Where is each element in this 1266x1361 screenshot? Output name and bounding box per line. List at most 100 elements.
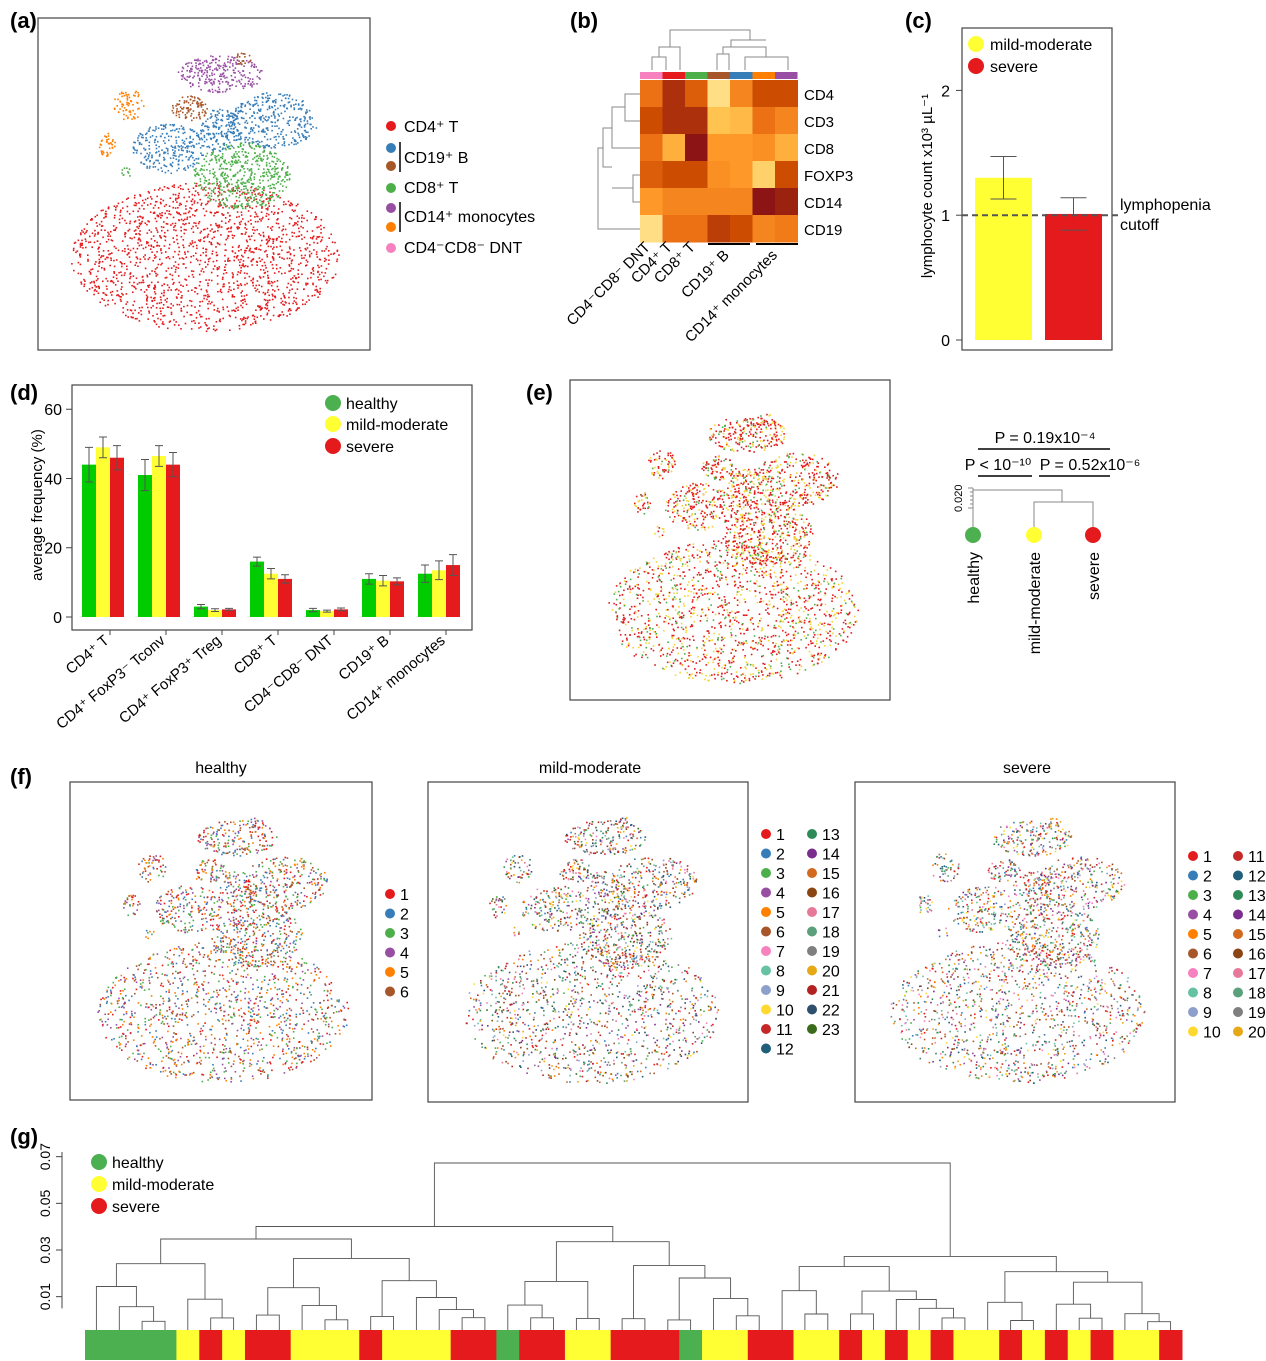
ylabel-c: lymphocyte count x10³ µL⁻¹ (919, 94, 936, 278)
tsne-point (148, 244, 150, 247)
tsne-point (674, 609, 677, 611)
tsne-point (760, 563, 762, 565)
tsne-point (138, 237, 140, 239)
tsne-point (654, 664, 656, 666)
tsne-point (688, 555, 690, 557)
tsne-point (293, 249, 295, 251)
tsne-point (172, 107, 175, 109)
tsne-point (207, 260, 210, 263)
tsne-point (705, 587, 708, 590)
tsne-point (248, 192, 250, 194)
tsne-point (796, 647, 799, 649)
tsne-point (302, 227, 304, 229)
tsne-point (162, 140, 165, 142)
tsne-point (272, 101, 274, 103)
tsne-point (247, 83, 249, 85)
tsne-point (137, 116, 139, 118)
tsne-point (256, 155, 258, 158)
tsne-point (702, 544, 705, 546)
tsne-point (782, 575, 784, 577)
tsne-point (812, 582, 814, 585)
tsne-frame-e (569, 379, 891, 701)
tsne-point (219, 202, 221, 204)
tsne-point (776, 549, 778, 551)
tsne-point (273, 152, 276, 155)
tsne-point (142, 163, 145, 165)
tsne-point (289, 289, 291, 292)
tsne-point (829, 634, 831, 637)
tsne-point (274, 117, 276, 119)
tsne-point (237, 205, 239, 208)
tsne-point (717, 540, 720, 542)
tsne-point (833, 582, 836, 585)
tsne-point (276, 237, 278, 240)
tsne-point (124, 248, 126, 250)
tsne-point (216, 182, 219, 185)
legend-a-dot-2 (386, 143, 396, 153)
tsne-point (790, 579, 792, 581)
tsne-point (788, 663, 790, 666)
legend-d-dot-2 (325, 416, 341, 432)
tsne-point (177, 131, 180, 133)
tsne-point (725, 549, 728, 552)
tsne-point (259, 70, 262, 72)
tsne-point (202, 64, 205, 67)
tsne-point (803, 622, 806, 624)
tsne-point (205, 186, 207, 188)
tsne-point (258, 145, 260, 147)
tsne-point (701, 647, 703, 650)
tsne-point (173, 281, 175, 284)
tsne-point (234, 123, 236, 125)
tsne-point (728, 660, 730, 662)
tsne-point (301, 214, 303, 217)
tsne-point (241, 166, 243, 169)
tsne-point (192, 77, 194, 79)
tsne-point (754, 678, 756, 680)
tsne-point (264, 250, 266, 253)
tsne-point (126, 265, 128, 268)
tsne-point (170, 164, 173, 166)
tsne-point (276, 195, 279, 198)
tsne-point (241, 150, 244, 153)
tsne-point (174, 147, 177, 149)
tsne-point (274, 166, 276, 168)
tsne-point (161, 149, 163, 151)
tsne-point (845, 641, 848, 643)
tsne-point (174, 261, 177, 263)
tsne-point (241, 60, 244, 62)
tsne-point (95, 290, 98, 292)
tsne-point (200, 202, 203, 205)
tsne-point (209, 65, 212, 68)
heatmap-cell (662, 188, 686, 216)
tsne-point (146, 232, 149, 234)
tsne-point (221, 130, 223, 133)
tsne-point (213, 188, 215, 191)
tsne-point (706, 638, 708, 640)
tsne-point (712, 661, 714, 664)
tsne-point (257, 193, 259, 195)
tsne-point (674, 674, 677, 677)
tsne-point (266, 291, 269, 294)
tsne-point (227, 81, 230, 84)
tsne-point (253, 156, 256, 159)
tsne-point (100, 209, 103, 212)
tsne-point (645, 646, 648, 649)
tsne-point (233, 296, 236, 298)
tsne-point (182, 285, 184, 287)
tsne-point (299, 249, 302, 252)
refline-label-c-1: lymphopenia (1120, 197, 1211, 214)
tsne-point (229, 169, 232, 171)
tsne-point (742, 560, 744, 563)
tsne-point (302, 299, 304, 301)
tsne-point (784, 561, 786, 564)
tsne-point (703, 655, 706, 658)
tsne-point (136, 247, 139, 250)
tsne-point (155, 272, 157, 275)
tsne-point (245, 187, 247, 190)
tsne-point (283, 258, 285, 260)
tsne-point (211, 152, 213, 154)
tsne-point (713, 632, 715, 635)
tsne-point (95, 222, 98, 224)
tsne-point (740, 594, 742, 596)
tsne-point (213, 136, 216, 138)
